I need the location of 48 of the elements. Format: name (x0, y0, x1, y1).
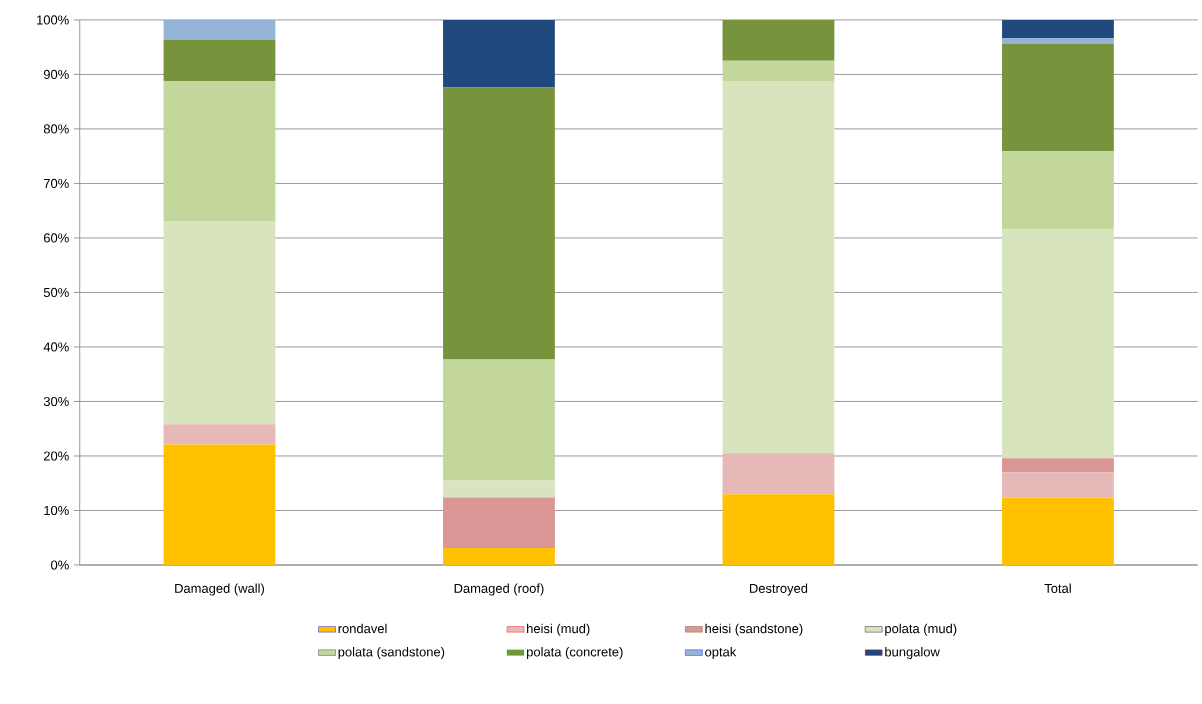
legend-label: polata (mud) (885, 623, 957, 636)
legend-label: polata (sandstone) (338, 646, 445, 659)
bar (1002, 43, 1114, 152)
y-tick-label: 20% (43, 451, 69, 461)
bar (722, 19, 835, 61)
y-tick-label: 70% (43, 178, 69, 188)
bar (163, 220, 276, 425)
bar (443, 547, 555, 565)
bar (163, 424, 276, 445)
bar (443, 359, 555, 481)
bar (1002, 37, 1114, 44)
y-tick-label: 0% (51, 560, 69, 570)
bar (163, 39, 276, 81)
legend-label: bungalow (885, 646, 940, 659)
y-tick-label: 50% (43, 287, 69, 297)
legend-label: heisi (mud) (527, 623, 590, 636)
bar (722, 80, 835, 454)
y-tick-label: 60% (43, 233, 69, 243)
bar (1002, 457, 1114, 473)
bar (722, 453, 835, 494)
bar (443, 497, 555, 548)
bar (163, 19, 276, 40)
legend-label: heisi (sandstone) (705, 623, 803, 636)
x-tick-label: Total (1044, 583, 1071, 593)
y-tick-label: 40% (43, 342, 69, 352)
x-tick-label: Damaged (wall) (175, 583, 264, 596)
y-tick-label: 30% (43, 396, 69, 406)
legend-label: polata (concrete) (527, 646, 623, 659)
bar (1002, 497, 1114, 565)
bar (1002, 472, 1114, 498)
bar (163, 80, 276, 221)
bar (443, 19, 555, 88)
bar (722, 60, 835, 81)
x-tick-label: Damaged (roof) (454, 583, 544, 596)
bar (443, 480, 555, 498)
bar (722, 493, 835, 565)
y-tick-label: 90% (43, 69, 69, 79)
y-tick-label: 80% (43, 124, 69, 134)
bar (443, 87, 555, 360)
bar (163, 444, 276, 565)
y-tick-label: 10% (44, 505, 69, 515)
bar (1002, 228, 1114, 458)
legend-label: optak (705, 646, 737, 659)
bar (1002, 151, 1114, 229)
y-tick-label: 100% (37, 15, 69, 25)
x-tick-label: Destroyed (750, 583, 808, 596)
bar (1002, 19, 1114, 38)
legend-label: rondavel (338, 623, 387, 633)
